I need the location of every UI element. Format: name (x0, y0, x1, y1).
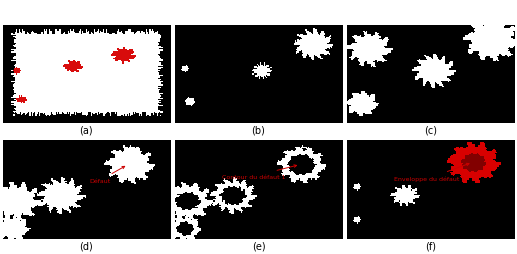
Text: Enveloppe du défaut 1: Enveloppe du défaut 1 (394, 164, 469, 181)
X-axis label: (c): (c) (424, 125, 437, 135)
Text: Contour du défaut 1: Contour du défaut 1 (222, 165, 297, 179)
X-axis label: (b): (b) (252, 125, 265, 135)
X-axis label: (f): (f) (425, 240, 436, 250)
X-axis label: (e): (e) (252, 240, 265, 250)
Text: Défaut: Défaut (89, 167, 125, 183)
X-axis label: (d): (d) (79, 240, 93, 250)
X-axis label: (a): (a) (80, 125, 93, 135)
